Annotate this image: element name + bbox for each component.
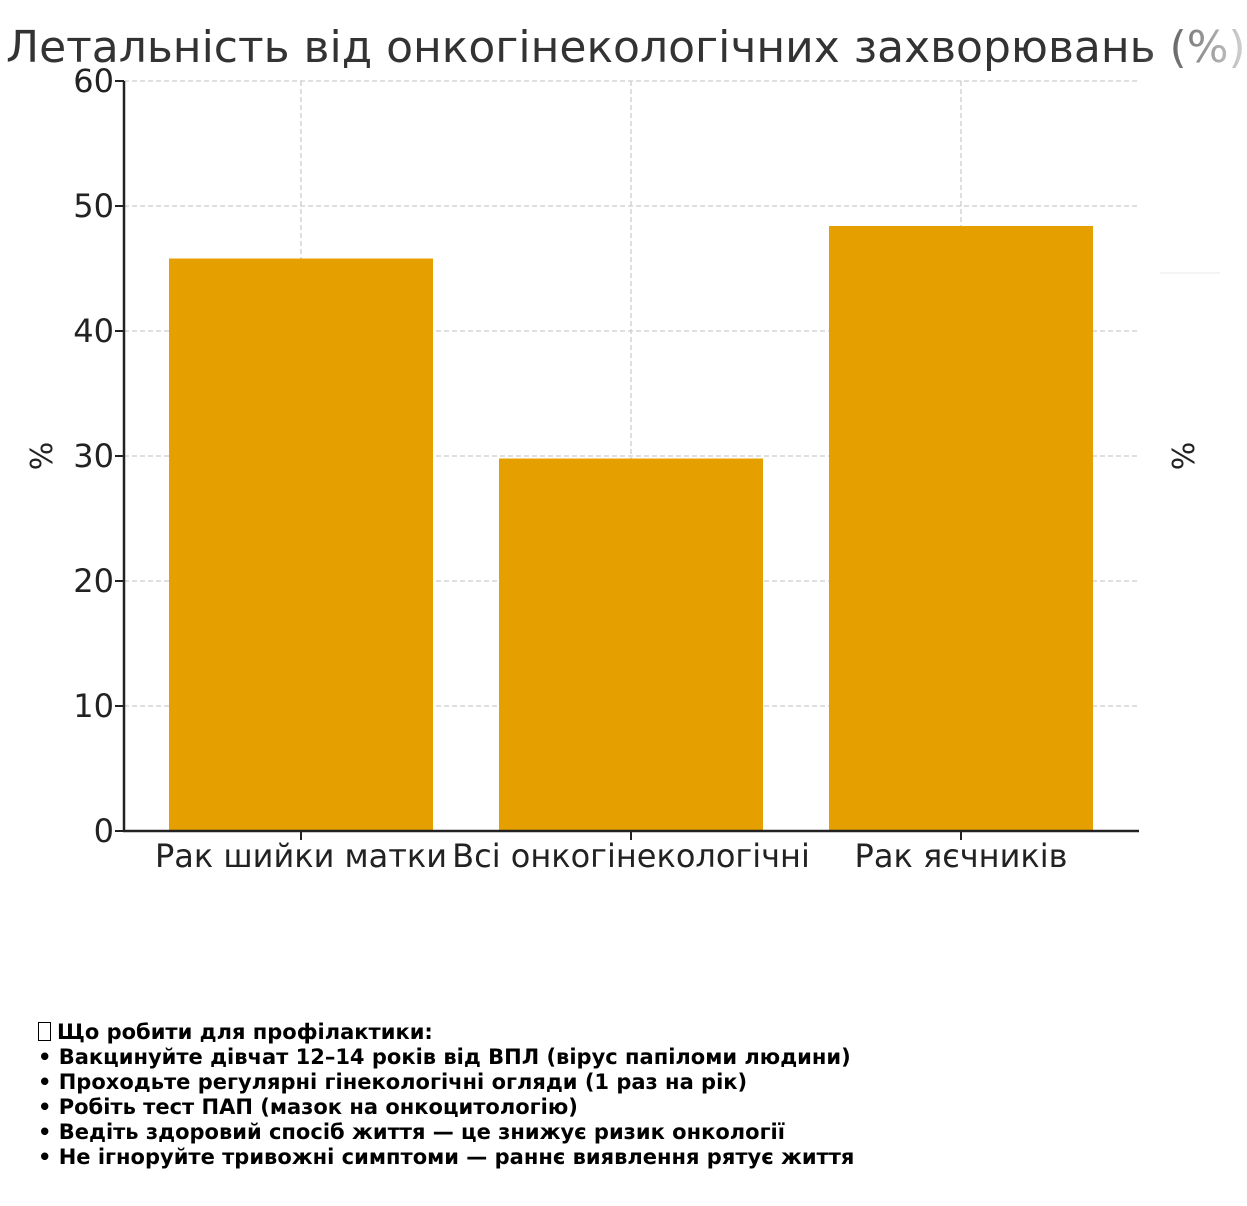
- bar: [499, 458, 763, 831]
- bar-chart: 0 10 20 30 40 50 60 Рак шийки матки Всі онкогіне…: [25, 62, 1220, 875]
- y-axis-label: %: [25, 442, 60, 471]
- y-tick-label: 0: [94, 812, 114, 850]
- tips-heading-row: Що робити для профілактики:: [38, 1020, 854, 1045]
- y-tick-label: 20: [73, 562, 114, 600]
- y-tick-label: 50: [73, 187, 114, 225]
- axes: [115, 80, 1139, 840]
- y-tick-label: 40: [73, 312, 114, 350]
- ghost-axis-label: %: [1167, 442, 1202, 471]
- tip-item: • Робіть тест ПАП (мазок на онкоцитологі…: [38, 1095, 578, 1119]
- tip-item: • Вакцинуйте дівчат 12–14 років від ВПЛ …: [38, 1045, 851, 1069]
- tip-item: • Проходьте регулярні гінекологічні огля…: [38, 1070, 748, 1094]
- x-tick-label: Рак яєчників: [855, 837, 1068, 875]
- prevention-tips: Що робити для профілактики: • Вакцинуйте…: [38, 1020, 854, 1170]
- lightbulb-icon: [38, 1022, 51, 1041]
- bar: [829, 226, 1093, 831]
- axis-labels: 0 10 20 30 40 50 60 Рак шийки матки Всі онкогіне…: [25, 62, 1067, 875]
- tip-item: • Ведіть здоровий спосіб життя — це зниж…: [38, 1120, 785, 1144]
- tip-item: • Не ігноруйте тривожні симптоми — раннє…: [38, 1145, 855, 1169]
- tips-heading: Що робити для профілактики:: [57, 1020, 433, 1044]
- x-tick-label: Всі онкогінекологічні: [452, 837, 810, 875]
- bars: [169, 226, 1093, 831]
- chart-title: Летальність від онкогінекологічних захво…: [6, 22, 1247, 73]
- y-tick-label: 30: [73, 437, 114, 475]
- bar: [169, 258, 433, 831]
- x-tick-label: Рак шийки матки: [155, 837, 447, 875]
- y-tick-label: 60: [73, 62, 114, 100]
- faded-ghost-panel: %: [1160, 272, 1220, 471]
- y-tick-label: 10: [73, 687, 114, 725]
